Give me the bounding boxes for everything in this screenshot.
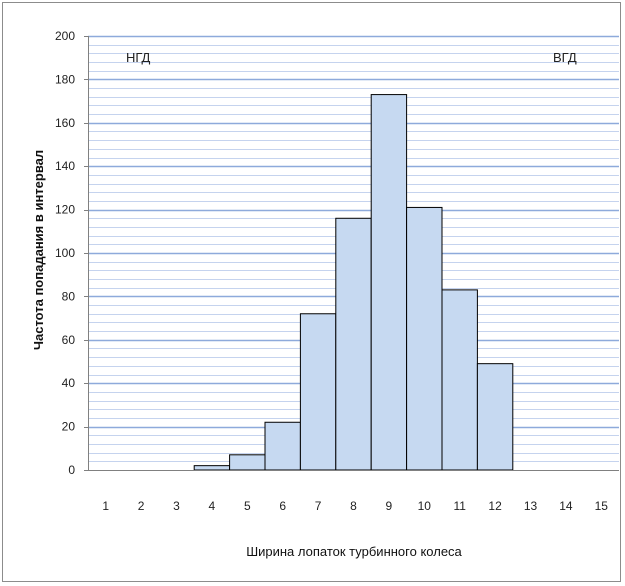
x-tick-label: 7	[315, 499, 322, 513]
bars	[193, 94, 514, 471]
y-axis-title: Частота попадания в интервал	[31, 150, 46, 350]
x-tick-label: 11	[453, 499, 466, 513]
bar-9	[370, 94, 408, 471]
y-tick-label: 160	[55, 116, 75, 130]
x-tick-label: 15	[595, 499, 609, 513]
x-tick-label: 2	[138, 499, 145, 513]
x-tick-label: 9	[386, 499, 393, 513]
annotation-ngd: НГД	[126, 50, 151, 65]
y-tick-label: 40	[62, 376, 76, 390]
x-tick-label: 5	[244, 499, 251, 513]
y-tick-label: 80	[62, 289, 76, 303]
bar-11	[441, 289, 478, 471]
y-tick-label: 0	[68, 463, 75, 477]
y-tick-label: 180	[55, 72, 75, 86]
x-tick-labels: 1 2 3 4 5 6 7 8 9 10 11 12 13 14 15	[102, 499, 608, 513]
bar-7	[299, 313, 337, 471]
bar-12	[476, 363, 514, 471]
y-tick-labels: 0 20 40 60 80 100 120 140 160 180 200	[55, 29, 75, 477]
axes	[84, 36, 619, 471]
bar-10	[406, 206, 443, 471]
x-axis-title: Ширина лопаток турбинного колеса	[246, 544, 462, 559]
x-tick-label: 13	[524, 499, 538, 513]
x-tick-label: 4	[209, 499, 216, 513]
x-tick-label: 8	[350, 499, 357, 513]
bar-8	[335, 217, 372, 471]
y-tick-label: 100	[55, 246, 75, 260]
x-tick-label: 14	[559, 499, 573, 513]
x-tick-label: 10	[418, 499, 432, 513]
x-tick-label: 6	[279, 499, 286, 513]
x-tick-label: 3	[173, 499, 180, 513]
y-tick-label: 200	[55, 29, 75, 43]
x-tick-label: 1	[102, 499, 109, 513]
annotation-vgd: ВГД	[553, 50, 577, 65]
x-tick-label: 12	[488, 499, 502, 513]
bar-4	[193, 465, 231, 471]
y-tick-label: 60	[62, 333, 76, 347]
y-tick-label: 20	[62, 420, 76, 434]
bar-6	[264, 421, 301, 471]
bar-5	[229, 454, 266, 471]
y-tick-label: 140	[55, 159, 75, 173]
y-tick-label: 120	[55, 203, 75, 217]
